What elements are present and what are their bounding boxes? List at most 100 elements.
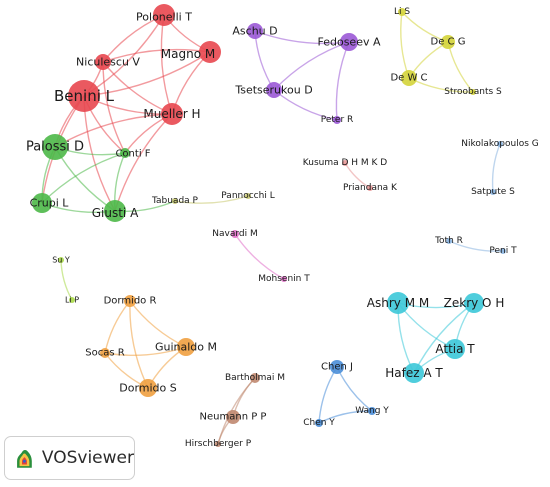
node-label-stroobants: Stroobants S [444, 87, 502, 97]
node-fedoseev[interactable] [340, 33, 358, 51]
node-label-pannocchi: Pannocchi L [221, 191, 274, 201]
node-suy[interactable] [58, 257, 64, 263]
node-label-kusuma: Kusuma D H M K D [303, 158, 388, 168]
labels-layer: Benini L Polonelli T Magno M Niculescu V Mue… [26, 7, 539, 449]
node-label-peter: Peter R [321, 115, 354, 125]
edge-polonelli-mueller [160, 14, 173, 115]
node-label-giusti: Giusti A [92, 206, 139, 220]
node-label-satpute: Satpute S [471, 187, 515, 197]
node-mueller[interactable] [161, 103, 183, 125]
node-cheny[interactable] [315, 419, 323, 427]
node-label-socas: Socas R [85, 348, 124, 359]
edge-decg-stroobants [447, 41, 474, 93]
node-stroobants[interactable] [470, 89, 476, 95]
node-label-dewc: De W C [390, 73, 427, 84]
node-label-palossi: Palossi D [26, 140, 84, 155]
node-bartholmai[interactable] [250, 373, 260, 383]
node-label-dormidos: Dormido S [119, 382, 177, 395]
node-hafez[interactable] [404, 363, 424, 383]
node-niculescu[interactable] [95, 54, 111, 70]
node-giusti[interactable] [104, 200, 126, 222]
nodes-layer [32, 4, 506, 447]
node-kusuma[interactable] [342, 160, 348, 166]
node-label-suy: Su Y [52, 256, 70, 265]
node-palossi[interactable] [42, 134, 68, 160]
edge-suy-lip [60, 259, 73, 301]
node-peter[interactable] [333, 116, 341, 124]
node-label-fedoseev: Fedoseev A [317, 36, 380, 49]
node-nikolakopoulos[interactable] [497, 141, 503, 147]
edge-conti-crupi [41, 152, 126, 204]
node-priandana[interactable] [367, 185, 373, 191]
node-label-chenj: Chen J [321, 362, 353, 373]
node-label-lis: Li S [394, 7, 410, 17]
edge-magno-niculescu [102, 48, 211, 63]
node-lip[interactable] [69, 297, 75, 303]
node-mohsenin[interactable] [281, 276, 287, 282]
node-crupi[interactable] [32, 193, 52, 213]
node-tabuada[interactable] [172, 198, 178, 204]
node-label-mohsenin: Mohsenin T [258, 274, 310, 284]
node-label-priandana: Priandana K [343, 183, 398, 193]
node-tothr[interactable] [446, 238, 452, 244]
edge-navardi-mohsenin [234, 233, 285, 280]
edge-zekry-hafez [413, 302, 475, 374]
node-ashry[interactable] [387, 292, 409, 314]
edge-kusuma-priandana [344, 162, 371, 189]
node-polonelli[interactable] [153, 4, 175, 26]
node-tsetserukou[interactable] [266, 82, 282, 98]
node-label-zekry: Zekry O H [444, 296, 505, 310]
node-socas[interactable] [100, 348, 110, 358]
node-label-conti: Conti F [115, 149, 150, 160]
edge-fedoseev-peter [335, 41, 350, 121]
node-label-cheny: Chen Y [303, 418, 335, 428]
node-dormidos[interactable] [139, 379, 157, 397]
node-chenj[interactable] [330, 360, 344, 374]
node-label-tothr: Toth R [434, 236, 463, 246]
vosviewer-badge[interactable]: VOSviewer [4, 436, 135, 480]
node-navardi[interactable] [231, 230, 239, 238]
edge-tothr-peni [448, 240, 504, 252]
node-satpute[interactable] [490, 189, 496, 195]
edge-mueller-palossi [54, 113, 173, 148]
node-label-hafez: Hafez A T [385, 366, 443, 380]
node-decg[interactable] [441, 35, 455, 49]
node-dormidor[interactable] [124, 295, 136, 307]
node-label-guinaldo: Guinaldo M [155, 341, 217, 354]
node-lis[interactable] [398, 8, 406, 16]
node-label-neumann: Neumann P P [200, 412, 267, 423]
node-attia[interactable] [445, 339, 465, 359]
edge-niculescu-conti [102, 61, 126, 154]
edge-wangy-cheny [318, 410, 373, 424]
node-neumann[interactable] [226, 410, 240, 424]
node-aschu[interactable] [247, 23, 263, 39]
node-label-decg: De C G [431, 37, 466, 48]
node-label-aschu: Aschu D [232, 25, 277, 38]
node-pannocchi[interactable] [245, 193, 251, 199]
node-label-nikolakopoulos: Nikolakopoulos G [461, 139, 539, 149]
node-magno[interactable] [199, 41, 221, 63]
node-label-dormidor: Dormido R [104, 296, 157, 307]
node-wangy[interactable] [368, 407, 376, 415]
edge-aschu-fedoseev [254, 30, 350, 45]
edge-nikolakopoulos-satpute [491, 143, 501, 193]
node-benini[interactable] [68, 80, 100, 112]
vosviewer-title: VOSviewer [41, 448, 134, 468]
node-label-ashry: Ashry M M [367, 296, 429, 310]
edge-dormidor-socas [104, 300, 131, 354]
edge-fedoseev-tsetserukou [273, 41, 350, 91]
node-label-magno: Magno M [161, 47, 215, 61]
node-peni[interactable] [500, 248, 506, 254]
node-label-niculescu: Niculescu V [76, 56, 140, 69]
edge-aschu-tsetserukou [254, 30, 275, 91]
node-label-polonelli: Polonelli T [136, 11, 192, 24]
node-label-hirschberger: Hirschberger P [185, 439, 252, 449]
edge-tabuada-pannocchi [174, 195, 249, 204]
node-guinaldo[interactable] [177, 338, 195, 356]
node-dewc[interactable] [401, 70, 417, 86]
node-hirschberger[interactable] [215, 441, 221, 447]
node-zekry[interactable] [464, 293, 484, 313]
node-conti[interactable] [120, 148, 130, 158]
vosviewer-logo-icon [17, 449, 32, 468]
